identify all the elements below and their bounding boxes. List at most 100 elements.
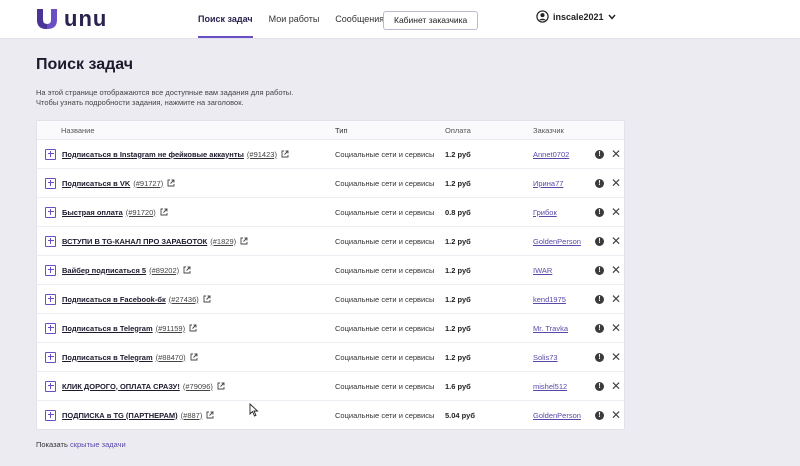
external-link-icon[interactable] — [167, 179, 175, 187]
task-type: Социальные сети и сервисы — [335, 352, 435, 362]
task-customer-cell: Solis73 — [533, 353, 595, 362]
expand-plus-icon[interactable] — [45, 177, 56, 189]
expand-plus-icon[interactable] — [45, 380, 56, 392]
nav-item-my-works[interactable]: Мои работы — [268, 14, 320, 24]
main-nav: Поиск задач Мои работы Сообщения — [198, 0, 400, 38]
mouse-cursor-icon — [249, 403, 259, 417]
report-icon[interactable]: ! — [595, 381, 604, 391]
report-icon[interactable]: ! — [595, 410, 604, 420]
task-number[interactable]: (#91720) — [125, 207, 156, 217]
task-type: Социальные сети и сервисы — [335, 410, 435, 420]
task-name-cell: Подписаться в Telegram (#88470) — [37, 351, 335, 363]
expand-plus-icon[interactable] — [45, 264, 56, 276]
external-link-icon[interactable] — [190, 353, 198, 361]
expand-plus-icon[interactable] — [45, 235, 56, 247]
hide-task-close-icon[interactable]: ✕ — [611, 350, 622, 364]
customer-link[interactable]: Mr. Travka — [533, 323, 569, 333]
task-type: Социальные сети и сервисы — [335, 294, 435, 304]
task-number[interactable]: (#79096) — [182, 381, 213, 391]
external-link-icon[interactable] — [183, 266, 191, 274]
task-title-link[interactable]: ВСТУПИ В TG-КАНАЛ ПРО ЗАРАБОТОК — [62, 236, 208, 246]
row-actions: ! ✕ — [595, 321, 622, 335]
task-number[interactable]: (#88470) — [155, 352, 186, 362]
customer-link[interactable]: mishel512 — [533, 381, 568, 391]
hide-task-close-icon[interactable]: ✕ — [611, 234, 622, 248]
report-icon[interactable]: ! — [595, 236, 604, 246]
hide-task-close-icon[interactable]: ✕ — [611, 176, 622, 190]
task-customer-cell: Грибок — [533, 208, 595, 217]
task-name-cell: ВСТУПИ В TG-КАНАЛ ПРО ЗАРАБОТОК (#1829) — [37, 235, 335, 247]
task-title-link[interactable]: Подписаться в Facebook-бк — [62, 294, 166, 304]
task-title-link[interactable]: Вайбер подписаться 5 — [62, 265, 147, 275]
task-number[interactable]: (#887) — [180, 410, 203, 420]
row-actions: ! ✕ — [595, 263, 622, 277]
task-name-cell: ПОДПИСКА в TG (ПАРТНЕРАМ) (#887) — [37, 409, 335, 421]
customer-link[interactable]: IWAR — [533, 265, 553, 275]
task-title-link[interactable]: Подписаться в Instagram не фейковые акка… — [62, 149, 244, 159]
report-icon[interactable]: ! — [595, 352, 604, 362]
task-title-link[interactable]: Подписаться в Telegram — [62, 352, 153, 362]
external-link-icon[interactable] — [203, 295, 211, 303]
task-name-cell: Вайбер подписаться 5 (#89202) — [37, 264, 335, 276]
task-title-link[interactable]: КЛИК ДОРОГО, ОПЛАТА СРАЗУ! — [62, 381, 180, 391]
report-icon[interactable]: ! — [595, 207, 604, 217]
customer-link[interactable]: GoldenPerson — [533, 236, 581, 246]
task-name-cell: Подписаться в Telegram (#91159) — [37, 322, 335, 334]
customer-link[interactable]: Грибок — [533, 207, 557, 217]
nav-item-search-tasks[interactable]: Поиск задач — [198, 0, 253, 38]
user-menu[interactable]: inscale2021 — [536, 10, 620, 23]
table-row: Подписаться в VK (#91727) Социальные сети … — [37, 169, 624, 198]
hide-task-close-icon[interactable]: ✕ — [611, 147, 622, 161]
task-pay: 1.2 руб — [445, 149, 471, 159]
external-link-icon[interactable] — [281, 150, 289, 158]
customer-link[interactable]: GoldenPerson — [533, 410, 581, 420]
nav-item-messages[interactable]: Сообщения — [335, 14, 385, 24]
expand-plus-icon[interactable] — [45, 409, 56, 421]
external-link-icon[interactable] — [240, 237, 248, 245]
task-customer-cell: GoldenPerson — [533, 237, 595, 246]
row-actions: ! ✕ — [595, 350, 622, 364]
task-title-link[interactable]: Подписаться в VK — [62, 178, 131, 188]
external-link-icon[interactable] — [217, 382, 225, 390]
customer-cabinet-button[interactable]: Кабинет заказчика — [383, 11, 479, 30]
report-icon[interactable]: ! — [595, 294, 604, 304]
customer-link[interactable]: kend1975 — [533, 294, 566, 304]
task-type: Социальные сети и сервисы — [335, 236, 435, 246]
task-title-link[interactable]: Подписаться в Telegram — [62, 323, 153, 333]
report-icon[interactable]: ! — [595, 149, 604, 159]
hide-task-close-icon[interactable]: ✕ — [611, 263, 622, 277]
task-title-link[interactable]: Быстрая оплата — [62, 207, 123, 217]
report-icon[interactable]: ! — [595, 178, 604, 188]
report-icon[interactable]: ! — [595, 265, 604, 275]
external-link-icon[interactable] — [206, 411, 214, 419]
show-hidden-tasks-link[interactable]: скрытые задачи — [69, 440, 126, 449]
hide-task-close-icon[interactable]: ✕ — [611, 408, 622, 422]
expand-plus-icon[interactable] — [45, 322, 56, 334]
external-link-icon[interactable] — [189, 324, 197, 332]
task-number[interactable]: (#91423) — [246, 149, 277, 159]
hide-task-close-icon[interactable]: ✕ — [611, 205, 622, 219]
customer-link[interactable]: Ирина77 — [533, 178, 564, 188]
hide-task-close-icon[interactable]: ✕ — [611, 321, 622, 335]
task-customer-cell: kend1975 — [533, 295, 595, 304]
task-number[interactable]: (#89202) — [149, 265, 180, 275]
customer-link[interactable]: Solis73 — [533, 352, 558, 362]
expand-plus-icon[interactable] — [45, 351, 56, 363]
task-number[interactable]: (#91727) — [133, 178, 164, 188]
footer-hidden-tasks: Показать скрытые задачи — [36, 440, 126, 449]
expand-plus-icon[interactable] — [45, 293, 56, 305]
hide-task-close-icon[interactable]: ✕ — [611, 379, 622, 393]
logo[interactable]: unu — [36, 8, 107, 30]
report-icon[interactable]: ! — [595, 323, 604, 333]
task-type: Социальные сети и сервисы — [335, 178, 435, 188]
user-circle-icon — [536, 10, 549, 23]
task-number[interactable]: (#27436) — [168, 294, 199, 304]
expand-plus-icon[interactable] — [45, 148, 56, 160]
task-title-link[interactable]: ПОДПИСКА в TG (ПАРТНЕРАМ) — [62, 410, 178, 420]
task-number[interactable]: (#91159) — [155, 323, 186, 333]
expand-plus-icon[interactable] — [45, 206, 56, 218]
hide-task-close-icon[interactable]: ✕ — [611, 292, 622, 306]
customer-link[interactable]: Annet0702 — [533, 149, 570, 159]
task-number[interactable]: (#1829) — [210, 236, 237, 246]
external-link-icon[interactable] — [160, 208, 168, 216]
